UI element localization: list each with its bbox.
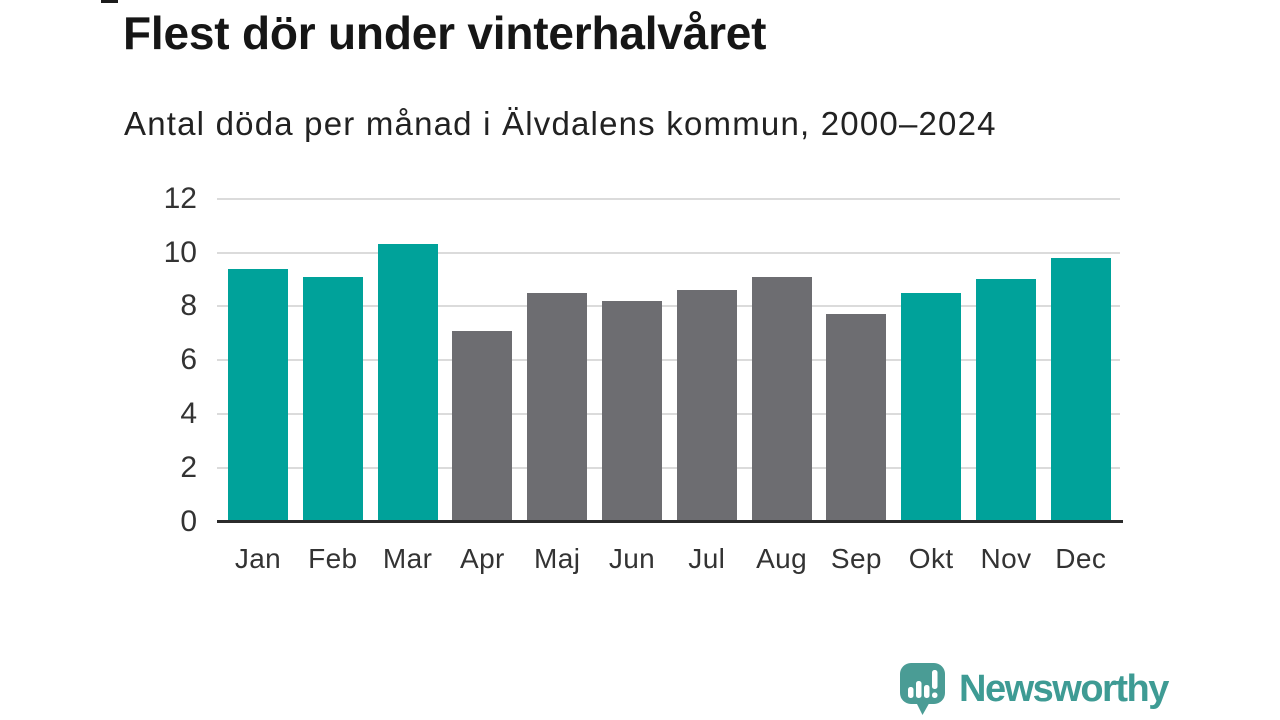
x-axis-tick-label-aug: Aug [756,543,808,574]
gridline-y10 [217,251,1120,254]
chart-title: Flest dör under vinterhalvåret [123,7,767,59]
gridline-y4 [217,412,1120,415]
y-axis-tick-label: 8 [180,289,197,323]
bar-feb [302,276,363,523]
chart-subtitle: Antal döda per månad i Älvdalens kommun,… [124,105,997,142]
gridline-y8 [217,305,1120,308]
bar-jul [676,290,737,523]
x-axis-tick-label-mar: Mar [382,543,433,574]
gridline-y6 [217,359,1120,362]
y-axis-tick-label: 2 [180,450,197,484]
bar-sep [826,314,887,523]
bar-okt [901,292,962,523]
y-axis-tick-label: 0 [180,504,197,538]
bar-aug [751,276,812,523]
y-axis-tick-label: 10 [163,235,197,269]
x-axis-tick-label-apr: Apr [460,543,505,574]
x-axis-tick-label-maj: Maj [534,543,581,574]
y-axis-tick-label: 4 [180,396,197,430]
newsworthy-branding: Newsworthy [899,662,1169,716]
x-axis-tick-label-feb: Feb [308,543,358,574]
newsworthy-logo-icon [899,662,946,716]
gridline-y12 [217,197,1120,200]
x-axis-tick-label-jul: Jul [688,543,726,574]
x-axis-baseline [217,520,1123,523]
artifact-mark [101,0,118,3]
y-axis-tick-label: 12 [163,181,197,215]
newsworthy-wordmark: Newsworthy [959,667,1169,710]
x-axis-tick-label-jun: Jun [608,543,656,574]
x-axis-tick-label-dec: Dec [1055,543,1107,574]
x-axis-tick-label-nov: Nov [980,543,1032,574]
bar-dec [1050,257,1111,523]
y-axis-tick-label: 6 [180,343,197,377]
bar-jan [228,268,288,523]
bar-maj [527,292,588,523]
bar-mar [377,244,438,523]
x-axis-tick-label-jan: Jan [234,543,282,574]
bar-jun [602,300,662,523]
gridline-y2 [217,466,1120,469]
x-axis-tick-label-okt: Okt [908,543,954,574]
bar-nov [976,279,1036,523]
x-axis-tick-label-sep: Sep [830,543,882,574]
bar-apr [452,330,513,523]
